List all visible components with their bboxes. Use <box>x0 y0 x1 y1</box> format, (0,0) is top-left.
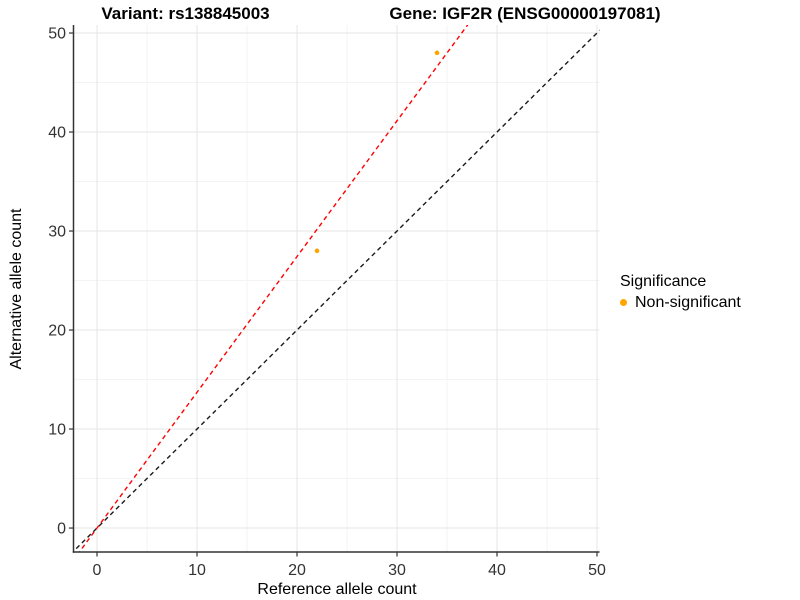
y-tick-label: 30 <box>48 224 66 241</box>
plot-title-variant: Variant: rs138845003 <box>101 4 270 23</box>
expected-ratio-line <box>78 25 469 552</box>
tick-marks <box>69 32 598 557</box>
data-point <box>434 50 440 56</box>
legend-item-label: Non-significant <box>635 294 741 311</box>
legend-title: Significance <box>620 273 707 290</box>
reference-lines <box>73 25 600 552</box>
grid-minor <box>73 25 600 552</box>
y-tick-label: 10 <box>48 422 66 439</box>
grid-major <box>73 25 600 552</box>
x-axis-title: Reference allele count <box>257 581 417 598</box>
plot-title-gene: Gene: IGF2R (ENSG00000197081) <box>389 4 661 23</box>
axis-lines <box>72 25 600 553</box>
x-tick-label: 30 <box>388 562 406 579</box>
identity-line <box>73 29 600 552</box>
x-tick-label: 0 <box>93 562 102 579</box>
y-tick-label: 0 <box>57 521 66 538</box>
tick-labels: 0 10 20 30 40 50 0 10 20 30 40 50 <box>48 26 606 579</box>
x-tick-label: 10 <box>188 562 206 579</box>
y-tick-label: 50 <box>48 26 66 43</box>
legend-item-non-significant: Non-significant <box>620 294 741 311</box>
x-tick-label: 40 <box>488 562 506 579</box>
legend-point-icon <box>620 299 627 306</box>
data-point <box>314 248 320 254</box>
x-tick-label: 20 <box>288 562 306 579</box>
x-tick-label: 50 <box>588 562 606 579</box>
y-tick-label: 40 <box>48 125 66 142</box>
y-axis-title: Alternative allele count <box>8 208 25 370</box>
legend: Significance Non-significant <box>620 273 741 311</box>
data-points <box>314 50 440 254</box>
y-tick-label: 20 <box>48 323 66 340</box>
